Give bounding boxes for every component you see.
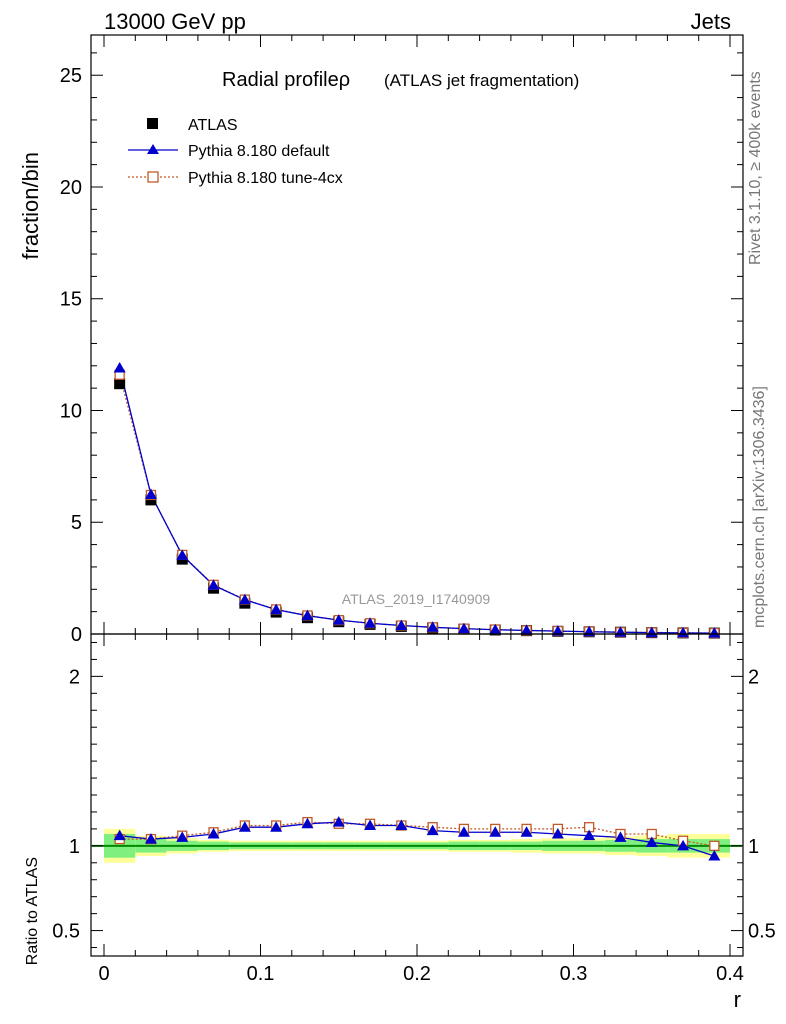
y-tick-label: 15 [60,289,82,311]
ratio-point-default [207,827,220,839]
data-point-default [113,362,126,373]
ratio-point-default [645,836,658,847]
legend-label-tune: Pythia 8.180 tune-4cx [188,170,343,187]
axis-tick-labels: 0 0.1 0.2 0.3 0.4 0 5 10 15 20 25 0.5 0.5 1 1 2 2 [52,65,776,985]
data-point-default [426,621,439,632]
ratio-point-default [426,824,439,836]
ratio-point-default [583,829,596,841]
ratio-point-default [551,827,564,839]
data-point-default [489,623,502,635]
chart-subtitle: (ATLAS jet fragmentation) [384,71,579,90]
y-axis-label: fraction/bin [18,152,43,260]
rivet-version-label: Rivet 3.1.10, ≥ 400k events [747,71,764,265]
ratio-point-default [301,817,314,829]
y-tick-label: 25 [60,65,82,87]
ratio-point-default [270,821,283,832]
ratio-tick-label-left: 2 [69,666,80,688]
ratio-point-default [520,826,533,837]
ratio-panel-frame [90,633,744,957]
legend-label-atlas: ATLAS [188,117,238,134]
x-tick-label: 0 [98,963,109,985]
data-point-default [551,625,564,636]
y-tick-label: 20 [60,177,82,199]
data-point-default [176,549,189,560]
data-point-default [364,617,377,628]
data-point-default [301,609,314,621]
x-tick-label: 0.1 [247,963,275,985]
legend: ATLAS Pythia 8.180 default Pythia 8.180 … [128,117,343,187]
legend-marker-atlas [147,118,158,129]
energy-label: 13000 GeV pp [104,9,246,34]
ratio-point-default [238,821,251,832]
data-point-default [677,626,690,638]
ratio-point-default [677,839,690,851]
ratio-point-default [395,819,408,831]
data-point-default [238,593,251,605]
mcplots-label: mcplots.cern.ch [arXiv:1306.3436] [751,386,768,628]
legend-marker-default [147,144,159,154]
data-point-atlas [114,378,126,390]
ratio-point-default [332,816,345,827]
ratio-tick-label-right: 0.5 [748,921,776,943]
ratio-tick-label-right: 2 [748,666,759,688]
axis-ticks [91,35,743,956]
ratio-tick-label-left: 1 [69,836,80,858]
ratio-tick-label-left: 0.5 [52,921,80,943]
legend-marker-tune [147,171,159,183]
data-point-default [144,488,157,500]
x-tick-label: 0.2 [403,963,431,985]
data-point-default [332,614,345,625]
ratio-point-default [457,826,470,837]
data-point-default [457,622,470,634]
data-point-default [270,603,283,615]
ratio-line-tune [119,821,715,847]
analysis-watermark: ATLAS_2019_I1740909 [342,591,491,607]
data-point-default [520,624,533,635]
y-tick-label: 10 [60,400,82,422]
data-point-default [207,579,220,590]
x-tick-label: 0.3 [560,963,588,985]
x-axis-label: r [734,987,741,1012]
ratio-point-default [364,819,377,831]
ratio-point-default [113,829,126,841]
ratio-point-default [489,826,502,837]
ratio-point-default [708,850,721,861]
ratio-axis-label: Ratio to ATLAS [24,857,41,965]
ratio-point-default [614,831,627,842]
process-label: Jets [691,9,731,34]
data-point-default [395,619,408,631]
legend-label-default: Pythia 8.180 default [188,143,330,160]
data-point-default [708,627,721,638]
ratio-point-default [144,833,157,844]
ratio-point-tune [709,840,720,851]
y-tick-label: 0 [71,624,82,646]
ratio-tick-label-right: 1 [748,836,759,858]
y-tick-label: 5 [71,512,82,534]
x-tick-label: 0.4 [716,963,744,985]
ratio-point-default [176,831,189,842]
ratio-line-default [119,821,715,857]
ratio-series-group [113,816,721,861]
chart-title: Radial profileρ [222,69,350,91]
